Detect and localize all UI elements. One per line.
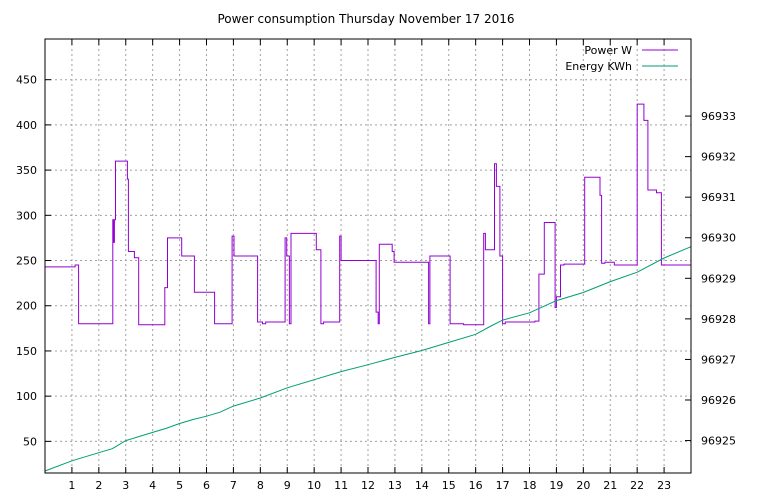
y-tick-label: 350	[16, 164, 37, 177]
grid	[45, 39, 691, 473]
y-tick-label: 100	[16, 390, 37, 403]
x-tick-label: 1	[68, 479, 75, 492]
y2-tick-label: 96932	[701, 151, 736, 164]
y2-tick-label: 96929	[701, 272, 736, 285]
x-tick-label: 17	[496, 479, 510, 492]
x-tick-label: 20	[576, 479, 590, 492]
y-tick-label: 200	[16, 300, 37, 313]
y2-tick-label: 96928	[701, 313, 736, 326]
ticks: 1 2 3 4 5 6 7 8 9 10 11 12 13 14 15 16 17 18 19 20 21 22 23501…	[16, 39, 736, 492]
x-tick-label: 12	[361, 479, 375, 492]
y2-tick-label: 96925	[701, 435, 736, 448]
x-tick-label: 22	[630, 479, 644, 492]
chart-title: Power consumption Thursday November 17 2…	[217, 12, 514, 26]
y-tick-label: 250	[16, 255, 37, 268]
x-tick-label: 19	[549, 479, 563, 492]
x-tick-label: 15	[442, 479, 456, 492]
y-tick-label: 50	[23, 435, 37, 448]
x-tick-label: 2	[95, 479, 102, 492]
legend-label: Energy KWh	[565, 60, 632, 73]
series-line-energy	[44, 246, 692, 472]
legend: Power W Energy KWh	[565, 44, 678, 73]
y2-tick-label: 96931	[701, 191, 736, 204]
series-line-power	[45, 103, 691, 326]
y2-tick-label: 96933	[701, 110, 736, 123]
y-tick-label: 450	[16, 74, 37, 87]
x-tick-label: 23	[657, 479, 671, 492]
y2-tick-label: 96930	[701, 232, 736, 245]
legend-label: Power W	[584, 44, 632, 57]
x-tick-label: 4	[149, 479, 156, 492]
series-layer	[44, 103, 692, 472]
x-tick-label: 9	[284, 479, 291, 492]
x-tick-label: 5	[176, 479, 183, 492]
x-tick-label: 7	[230, 479, 237, 492]
x-tick-label: 13	[388, 479, 402, 492]
y2-tick-label: 96927	[701, 353, 736, 366]
x-tick-label: 14	[415, 479, 429, 492]
x-tick-label: 3	[122, 479, 129, 492]
x-tick-label: 6	[203, 479, 210, 492]
y-tick-label: 150	[16, 345, 37, 358]
x-tick-label: 21	[603, 479, 617, 492]
x-tick-label: 8	[257, 479, 264, 492]
x-tick-label: 16	[469, 479, 483, 492]
y2-tick-label: 96926	[701, 394, 736, 407]
y-tick-label: 300	[16, 209, 37, 222]
x-tick-label: 10	[307, 479, 321, 492]
x-tick-label: 18	[523, 479, 537, 492]
y-tick-label: 400	[16, 119, 37, 132]
x-tick-label: 11	[334, 479, 348, 492]
